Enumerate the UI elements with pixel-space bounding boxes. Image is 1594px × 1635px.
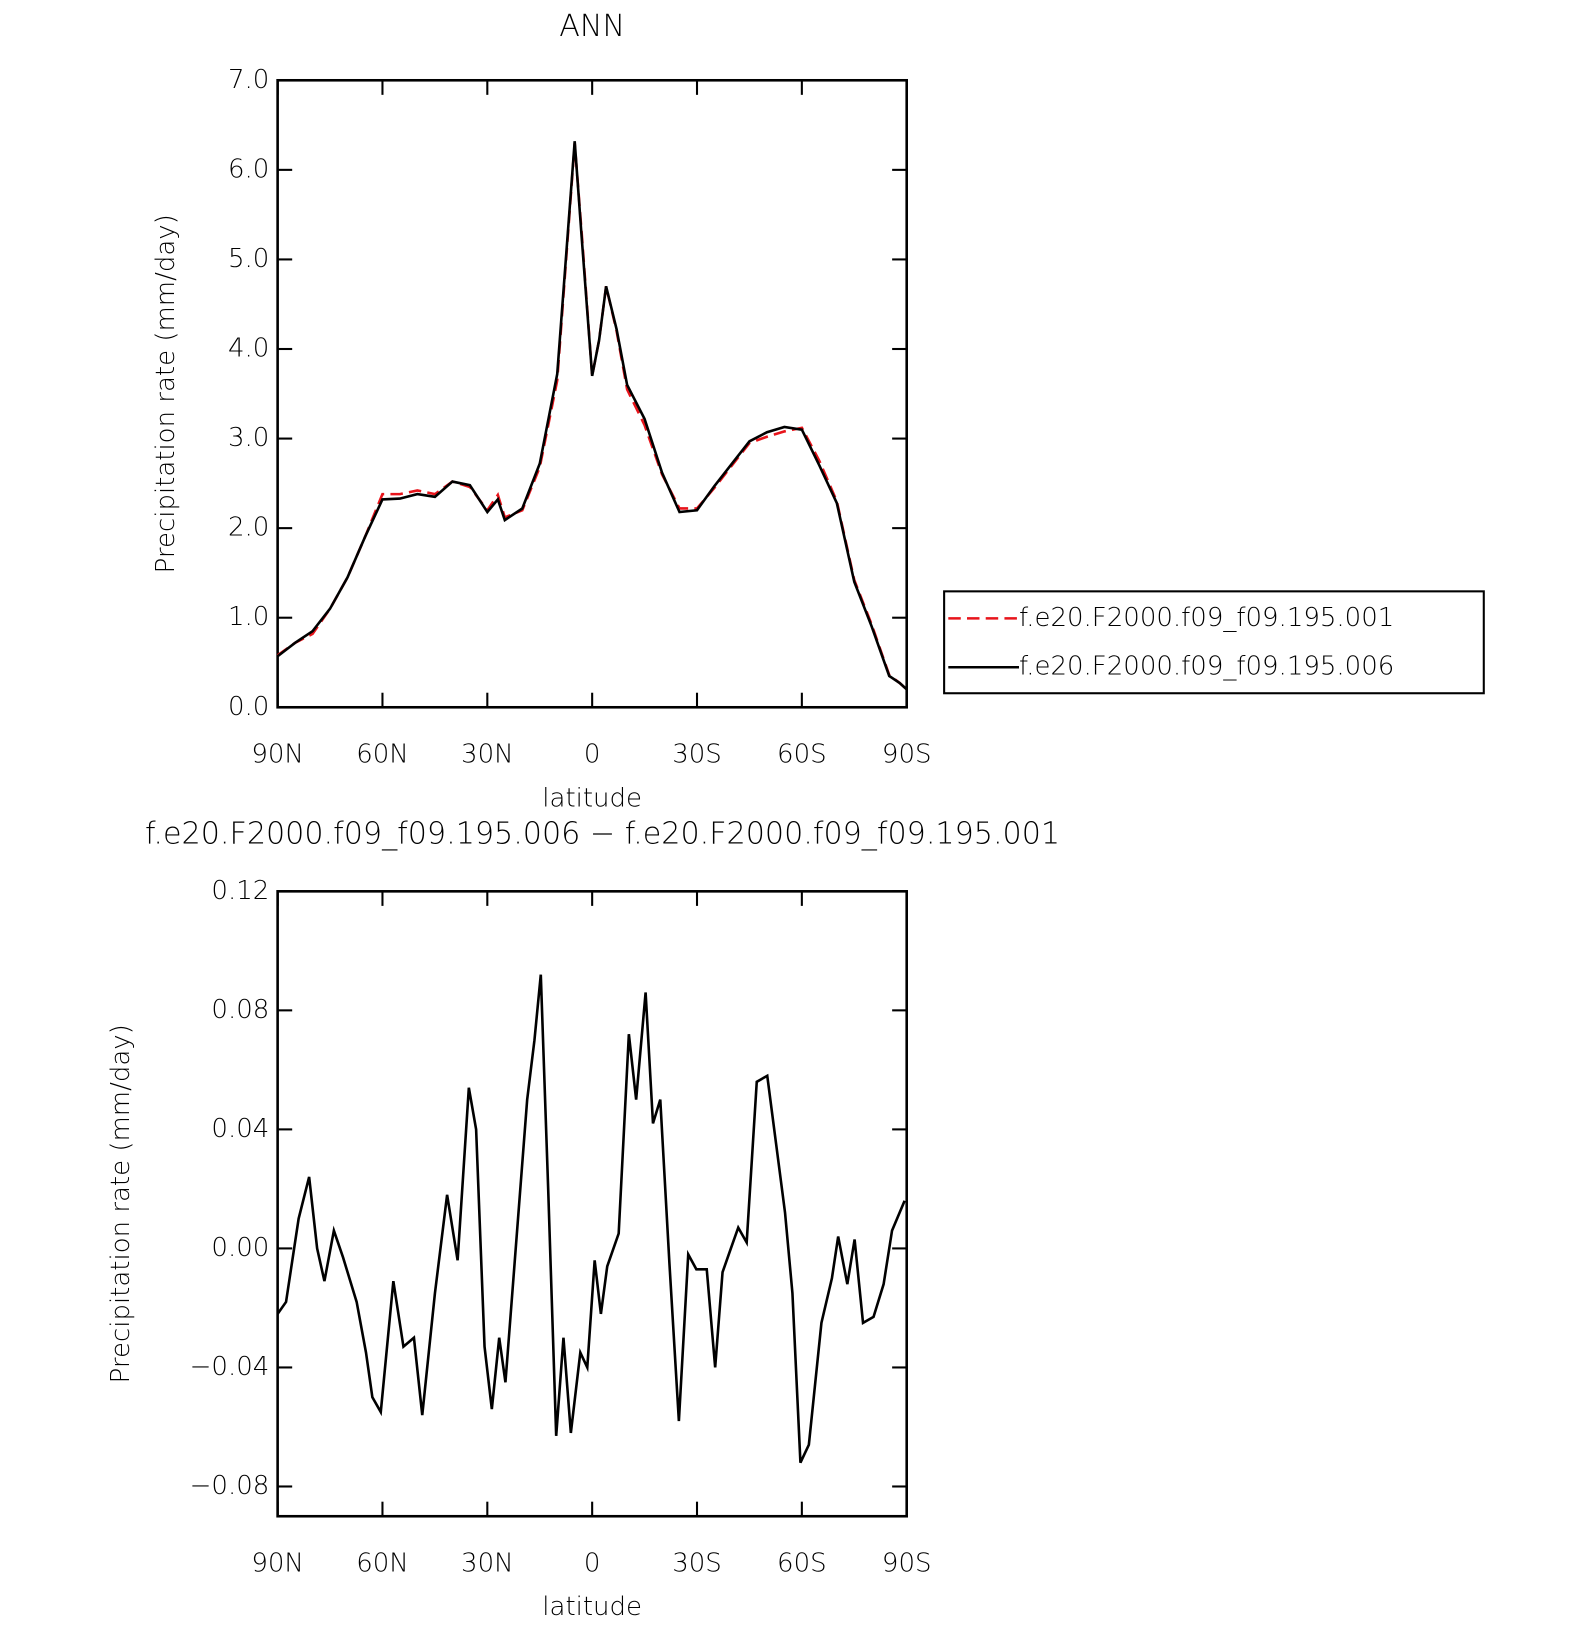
y-tick-label: 1.0 [228,602,269,632]
x-tick-label: 60N [356,1549,409,1579]
x-tick-label: 90S [882,740,932,770]
x-tick-label: 60S [777,740,827,770]
y-axis-label: Precipitation rate (mm/day) [106,1024,136,1383]
y-tick-label: 0.08 [211,995,269,1025]
data-line [276,974,906,1464]
plot-frame [276,78,908,709]
y-axis-label: Precipitation rate (mm/day) [151,214,181,573]
y-tick-label: 6.0 [228,154,269,184]
x-tick-label: 0 [584,1549,601,1579]
x-tick-label: 30S [672,1549,722,1579]
y-tick-label: 0.04 [211,1114,269,1144]
y-tick-label: 3.0 [228,423,269,453]
legend-label: f.e20.F2000.f09_f09.195.001 [1019,603,1394,633]
chart-title: f.e20.F2000.f09_f09.195.006 − f.e20.F200… [145,817,1060,852]
x-tick-label: 30N [461,740,514,770]
x-tick-label: 0 [584,740,601,770]
x-tick-label: 60S [777,1549,827,1579]
y-tick-label: −0.08 [190,1471,270,1501]
y-tick-label: 2.0 [228,513,269,543]
data-line [276,141,908,691]
x-axis-label: latitude [542,783,642,813]
x-tick-label: 90S [882,1549,932,1579]
y-tick-label: −0.04 [190,1352,270,1382]
y-tick-label: 7.0 [228,65,269,95]
x-tick-label: 90N [251,1549,304,1579]
y-tick-label: 5.0 [228,244,269,274]
data-line [276,142,908,691]
x-tick-label: 30N [461,1549,514,1579]
x-axis-label: latitude [542,1592,642,1622]
y-tick-label: 0.00 [211,1233,269,1263]
chart-title: ANN [559,9,625,44]
legend-label: f.e20.F2000.f09_f09.195.006 [1019,652,1394,682]
legend-box [943,590,1485,695]
y-tick-label: 0.12 [211,876,269,906]
x-tick-label: 60N [356,740,409,770]
x-tick-label: 30S [672,740,722,770]
x-tick-label: 90N [251,740,304,770]
y-tick-label: 0.0 [228,692,269,722]
y-tick-label: 4.0 [228,333,269,363]
